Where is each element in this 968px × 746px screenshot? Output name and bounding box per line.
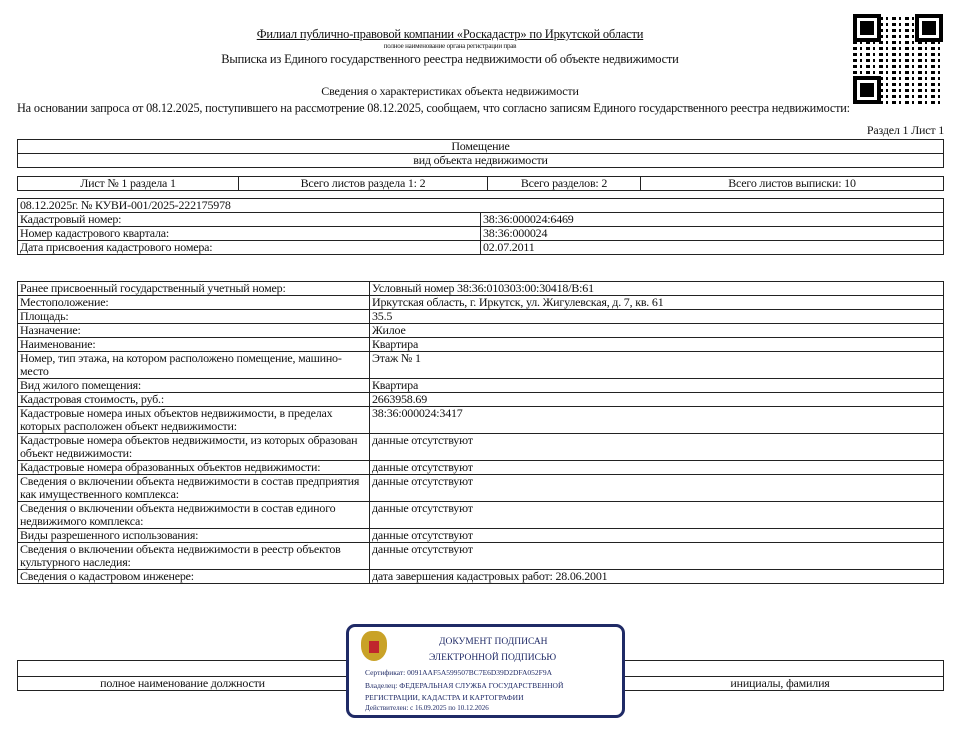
field-value: 02.07.2011 — [480, 240, 944, 255]
field-value: 38:36:000024 — [480, 226, 944, 241]
field-value: 38:36:000024:6469 — [480, 212, 944, 227]
sections-total: Всего разделов: 2 — [487, 176, 641, 191]
field-value: дата завершения кадастровых работ: 28.06… — [369, 569, 944, 584]
table-row: Дата присвоения кадастрового номера: 02.0… — [17, 240, 944, 255]
electronic-signature-stamp: ДОКУМЕНТ ПОДПИСАН ЭЛЕКТРОННОЙ ПОДПИСЬЮ С… — [346, 624, 625, 718]
sheets-total: Всего листов выписки: 10 — [640, 176, 944, 191]
field-label: Кадастровые номера образованных объектов… — [17, 460, 370, 475]
object-type: Помещение — [17, 139, 944, 154]
object-type-table: Помещение вид объекта недвижимости — [17, 139, 944, 168]
qr-code — [853, 14, 943, 104]
field-value: данные отсутствуют — [369, 460, 944, 475]
table-row: Сведения о включении объекта недвижимост… — [17, 501, 944, 529]
object-type-caption: вид объекта недвижимости — [17, 153, 944, 168]
stamp-certificate: Сертификат: 0091AAF5A599507BC7E6D39D2DFA… — [365, 668, 553, 677]
table-row: Площадь: 35.5 — [17, 309, 944, 324]
position-label: полное наименование должности — [17, 676, 348, 691]
field-value: данные отсутствуют — [369, 501, 944, 529]
table-row: Сведения о кадастровом инженере: дата зав… — [17, 569, 944, 584]
field-label: Сведения о включении объекта недвижимост… — [17, 501, 370, 529]
field-value: данные отсутствуют — [369, 474, 944, 502]
field-label: Кадастровые номера иных объектов недвижи… — [17, 406, 370, 434]
field-value: Квартира — [369, 378, 944, 393]
field-label: Виды разрешенного использования: — [17, 528, 370, 543]
sheets-in-section: Всего листов раздела 1: 2 — [238, 176, 488, 191]
org-caption: полное наименование органа регистрации п… — [383, 42, 517, 50]
table-row: Кадастровый номер: 38:36:000024:6469 — [17, 212, 944, 227]
section-label: Раздел 1 Лист 1 — [866, 123, 944, 137]
cadastral-info-table: 08.12.2025г. № КУВИ-001/2025-222175978 К… — [17, 198, 944, 255]
field-value: Иркутская область, г. Иркутск, ул. Жигул… — [369, 295, 944, 310]
table-row: Номер кадастрового квартала: 38:36:000024 — [17, 226, 944, 241]
table-row: Сведения о включении объекта недвижимост… — [17, 542, 944, 570]
emblem-icon — [361, 631, 387, 661]
document-title: Выписка из Единого государственного реес… — [221, 52, 679, 66]
field-value: Этаж № 1 — [369, 351, 944, 379]
sheets-table: Лист № 1 раздела 1 Всего листов раздела … — [17, 176, 944, 191]
field-value: 38:36:000024:3417 — [369, 406, 944, 434]
stamp-owner: Владелец: ФЕДЕРАЛЬНАЯ СЛУЖБА ГОСУДАРСТВЕ… — [365, 681, 564, 690]
table-row: Назначение: Жилое — [17, 323, 944, 338]
org-name: Филиал публично-правовой компании «Роска… — [256, 27, 644, 41]
table-row: Ранее присвоенный государственный учетны… — [17, 281, 944, 296]
table-row: Кадастровые номера объектов недвижимости… — [17, 433, 944, 461]
table-row: Наименование: Квартира — [17, 337, 944, 352]
name-label: инициалы, фамилия — [616, 676, 944, 691]
table-row: Кадастровая стоимость, руб.: 2663958.69 — [17, 392, 944, 407]
table-row: Местоположение: Иркутская область, г. Ирк… — [17, 295, 944, 310]
field-value: Жилое — [369, 323, 944, 338]
table-row: Виды разрешенного использования: данные о… — [17, 528, 944, 543]
document-subtitle: Сведения о характеристиках объекта недви… — [321, 84, 579, 98]
field-label: Площадь: — [17, 309, 370, 324]
field-value: Условный номер 38:36:010303:00:30418/В:6… — [369, 281, 944, 296]
field-label: Сведения о включении объекта недвижимост… — [17, 542, 370, 570]
sheet-number: Лист № 1 раздела 1 — [17, 176, 239, 191]
field-label: Кадастровая стоимость, руб.: — [17, 392, 370, 407]
field-label: Номер кадастрового квартала: — [17, 226, 481, 241]
table-row: Вид жилого помещения: Квартира — [17, 378, 944, 393]
field-value: данные отсутствуют — [369, 433, 944, 461]
field-label: Номер, тип этажа, на котором расположено… — [17, 351, 370, 379]
field-label: Местоположение: — [17, 295, 370, 310]
table-row: Кадастровые номера иных объектов недвижи… — [17, 406, 944, 434]
field-label: Кадастровые номера объектов недвижимости… — [17, 433, 370, 461]
stamp-line1: ДОКУМЕНТ ПОДПИСАН — [439, 637, 548, 647]
stamp-line2: ЭЛЕКТРОННОЙ ПОДПИСЬЮ — [429, 653, 557, 663]
field-label: Сведения о включении объекта недвижимост… — [17, 474, 370, 502]
table-row: Кадастровые номера образованных объектов… — [17, 460, 944, 475]
table-row: Сведения о включении объекта недвижимост… — [17, 474, 944, 502]
doc-number: 08.12.2025г. № КУВИ-001/2025-222175978 — [17, 198, 944, 213]
characteristics-table: Ранее присвоенный государственный учетны… — [17, 281, 944, 584]
field-label: Сведения о кадастровом инженере: — [17, 569, 370, 584]
intro-text: На основании запроса от 08.12.2025, пост… — [17, 101, 850, 115]
table-row: Номер, тип этажа, на котором расположено… — [17, 351, 944, 379]
field-label: Вид жилого помещения: — [17, 378, 370, 393]
field-label: Наименование: — [17, 337, 370, 352]
stamp-owner-cont: РЕГИСТРАЦИИ, КАДАСТРА И КАРТОГРАФИИ — [365, 693, 524, 702]
field-value: Квартира — [369, 337, 944, 352]
field-label: Ранее присвоенный государственный учетны… — [17, 281, 370, 296]
field-label: Кадастровый номер: — [17, 212, 481, 227]
stamp-validity: Действителен: с 16.09.2025 по 10.12.2026 — [365, 704, 489, 712]
field-value: данные отсутствуют — [369, 542, 944, 570]
field-label: Назначение: — [17, 323, 370, 338]
field-value: 2663958.69 — [369, 392, 944, 407]
field-value: данные отсутствуют — [369, 528, 944, 543]
field-label: Дата присвоения кадастрового номера: — [17, 240, 481, 255]
field-value: 35.5 — [369, 309, 944, 324]
